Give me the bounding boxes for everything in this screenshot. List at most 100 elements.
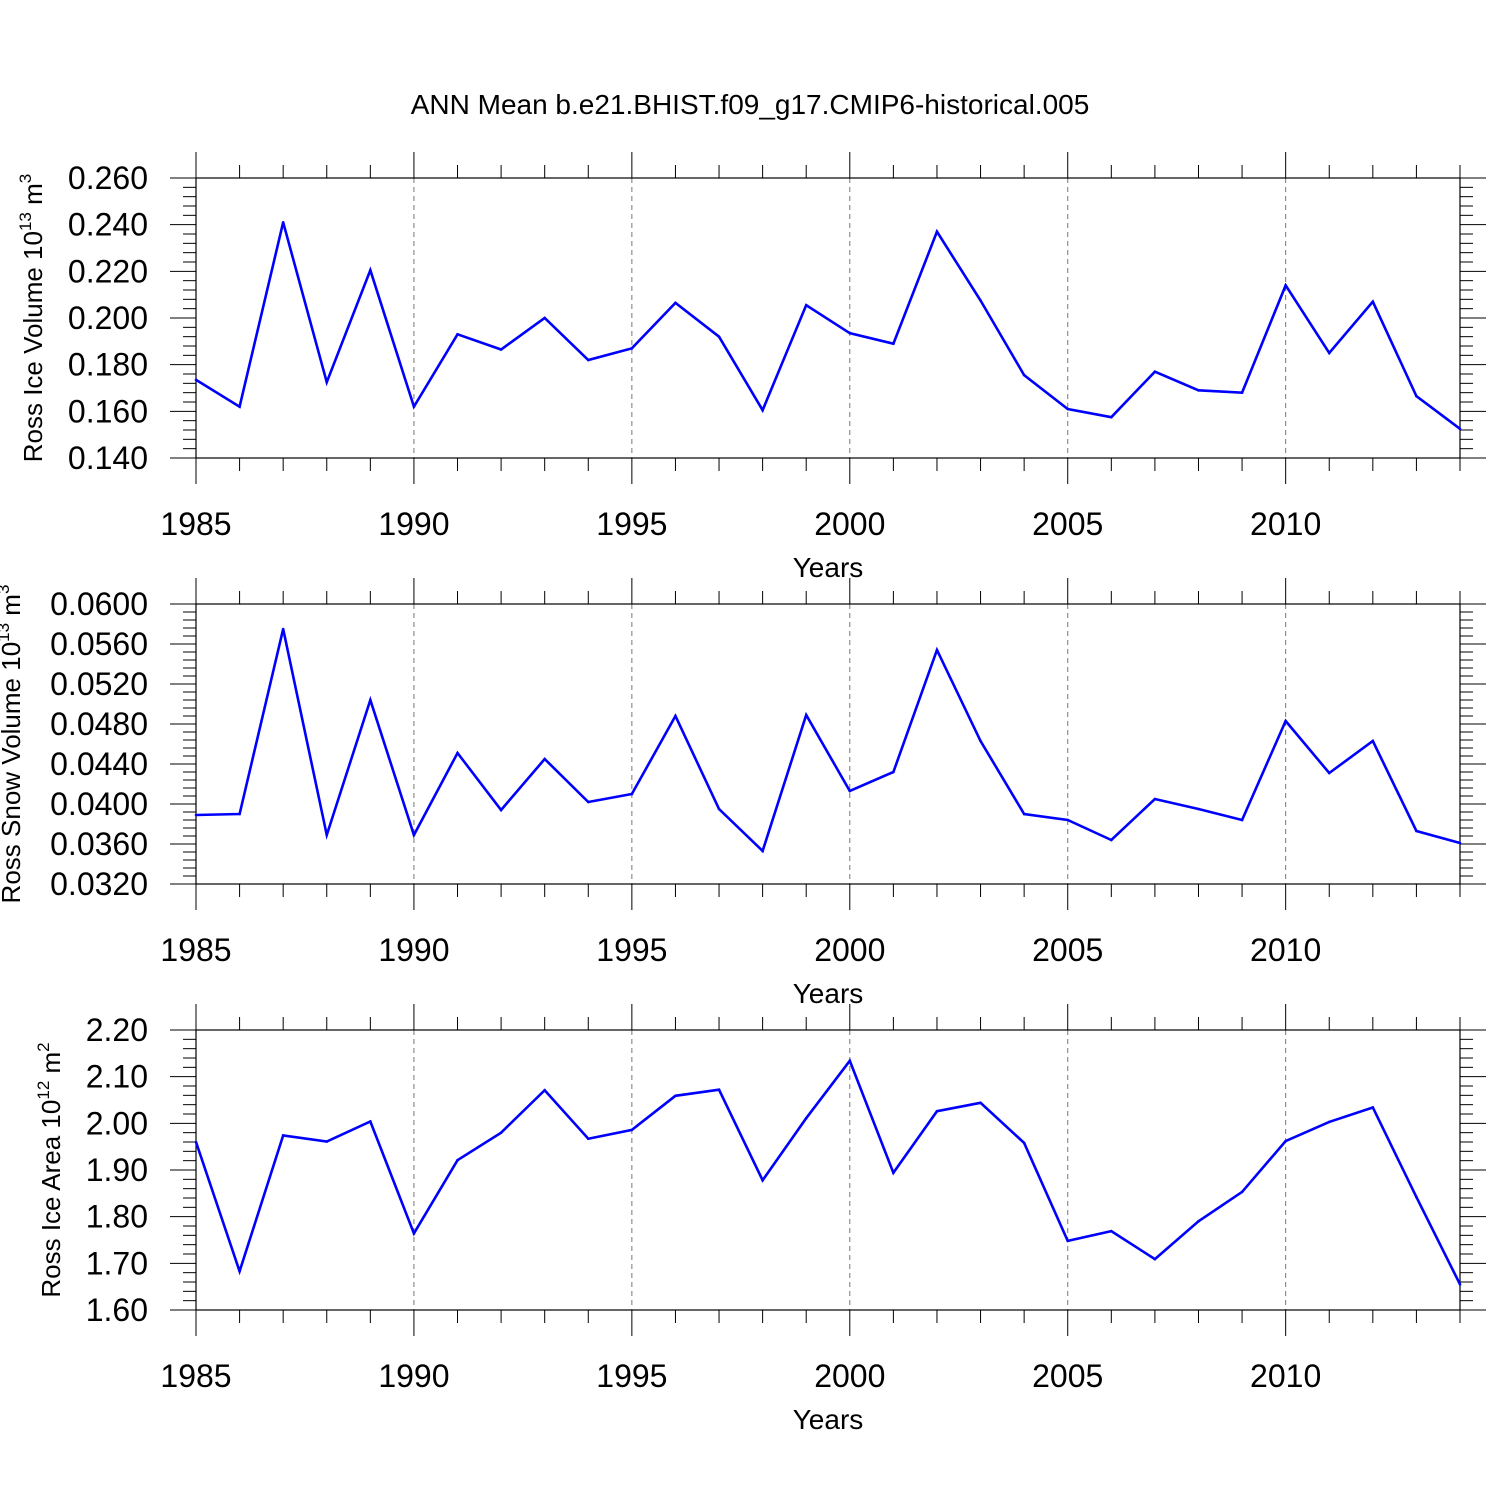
chart-title: ANN Mean b.e21.BHIST.f09_g17.CMIP6-histo…	[411, 89, 1090, 120]
data-series-line	[194, 1058, 1462, 1285]
y-tick-label: 0.240	[68, 207, 148, 243]
data-point	[1371, 300, 1375, 303]
data-point	[1110, 838, 1113, 842]
data-series-line	[195, 221, 1461, 430]
x-tick-label: 1995	[596, 932, 667, 968]
data-point	[1153, 797, 1157, 801]
x-tick-label: 1995	[596, 506, 667, 542]
data-point	[281, 627, 285, 631]
panel-1: 0.140 0.160 0.180 0.200 0.220 0.240 0.260 1985 1…	[16, 152, 1486, 583]
y-tick-label: 0.160	[68, 393, 148, 429]
y-tick-label: 0.0480	[50, 706, 148, 742]
x-tick-label: 1995	[596, 1358, 667, 1394]
x-tick-label: 1985	[160, 506, 231, 542]
x-tick-label: 2005	[1032, 932, 1103, 968]
data-point	[1327, 771, 1331, 775]
data-point	[1327, 1120, 1331, 1124]
data-point	[1371, 739, 1375, 743]
data-point	[499, 348, 503, 351]
x-tick-label: 1985	[160, 1358, 231, 1394]
data-point	[1458, 841, 1462, 845]
data-point	[979, 739, 982, 743]
data-point	[804, 1116, 808, 1120]
y-tick-label: 1.90	[86, 1152, 148, 1188]
y-axis-label-main: Ross Ice Volume 10	[18, 231, 48, 462]
data-point	[717, 335, 721, 338]
data-point	[369, 698, 372, 702]
x-axis-label: Years	[793, 1404, 864, 1435]
y-tick-label: 0.0560	[50, 626, 148, 662]
data-point	[1415, 1195, 1418, 1199]
x-axis-label: Years	[793, 978, 864, 1009]
y-axis-label-exponent: 13	[0, 623, 13, 642]
y-tick-label: 0.180	[68, 347, 148, 383]
plot-frame	[195, 1029, 1461, 1311]
data-point	[1371, 1106, 1375, 1109]
data-point	[586, 1137, 590, 1141]
data-point	[325, 833, 329, 837]
data-point	[979, 299, 982, 302]
data-point	[369, 1120, 372, 1123]
data-point	[892, 1171, 895, 1175]
data-point	[1415, 394, 1418, 398]
y-tick-label: 0.260	[68, 160, 148, 196]
panel-3: 1.60 1.70 1.80 1.90 2.00 2.10 2.20 1985 1990 1995…	[34, 1004, 1486, 1435]
data-point	[761, 849, 764, 853]
y-axis-label-unit-exponent: 2	[34, 1042, 53, 1051]
data-point	[848, 331, 852, 335]
data-point	[325, 1140, 329, 1143]
y-tick-label: 0.0600	[50, 586, 148, 622]
data-point	[1240, 391, 1244, 394]
data-point	[1066, 818, 1070, 822]
data-point	[1327, 351, 1331, 355]
data-point	[1022, 812, 1026, 816]
x-tick-label: 1990	[378, 506, 449, 542]
data-point	[1110, 1229, 1113, 1233]
y-axis-label: Ross Ice Volume 1013 m3	[16, 174, 48, 463]
y-axis-label-main: Ross Snow Volume 10	[0, 642, 26, 904]
data-point	[674, 301, 677, 305]
y-axis-label-unit: m	[36, 1052, 66, 1081]
y-axis-label-unit-exponent: 3	[16, 174, 35, 183]
data-point	[1240, 1190, 1244, 1194]
data-point	[630, 347, 634, 350]
plot-frame	[195, 603, 1461, 885]
data-point	[194, 813, 198, 817]
x-tick-label: 1990	[378, 1358, 449, 1394]
data-point	[1284, 719, 1287, 723]
data-point	[848, 1059, 852, 1063]
data-point	[630, 1128, 634, 1132]
y-axis-label: Ross Snow Volume 1013 m3	[0, 585, 26, 904]
data-point	[586, 800, 590, 804]
data-point	[238, 405, 241, 408]
data-point	[935, 1109, 939, 1113]
data-point	[412, 405, 416, 408]
data-point	[1415, 829, 1418, 833]
data-point	[1284, 284, 1287, 287]
panel-2: 0.0320 0.0360 0.0400 0.0440 0.0480 0.0520 0.05…	[0, 578, 1486, 1009]
data-point	[456, 1158, 459, 1162]
data-series-line	[195, 628, 1461, 854]
data-point	[1066, 1239, 1070, 1243]
data-point	[369, 268, 372, 272]
data-point	[456, 333, 459, 336]
data-point	[761, 1178, 764, 1182]
x-tick-label: 2010	[1250, 506, 1321, 542]
data-point	[892, 342, 895, 345]
data-point	[630, 792, 634, 796]
y-tick-label: 0.0520	[50, 666, 148, 702]
x-tick-label: 2000	[814, 1358, 885, 1394]
data-point	[543, 1088, 546, 1092]
data-point	[1110, 415, 1113, 419]
data-point	[804, 303, 808, 307]
data-point	[238, 1269, 241, 1273]
y-tick-label: 0.220	[68, 253, 148, 289]
data-point	[761, 408, 764, 412]
data-point	[281, 221, 285, 224]
data-point	[848, 789, 852, 793]
y-tick-label: 1.80	[86, 1199, 148, 1235]
y-tick-label: 1.70	[86, 1245, 148, 1281]
data-point	[543, 316, 546, 320]
data-point	[194, 1140, 198, 1144]
